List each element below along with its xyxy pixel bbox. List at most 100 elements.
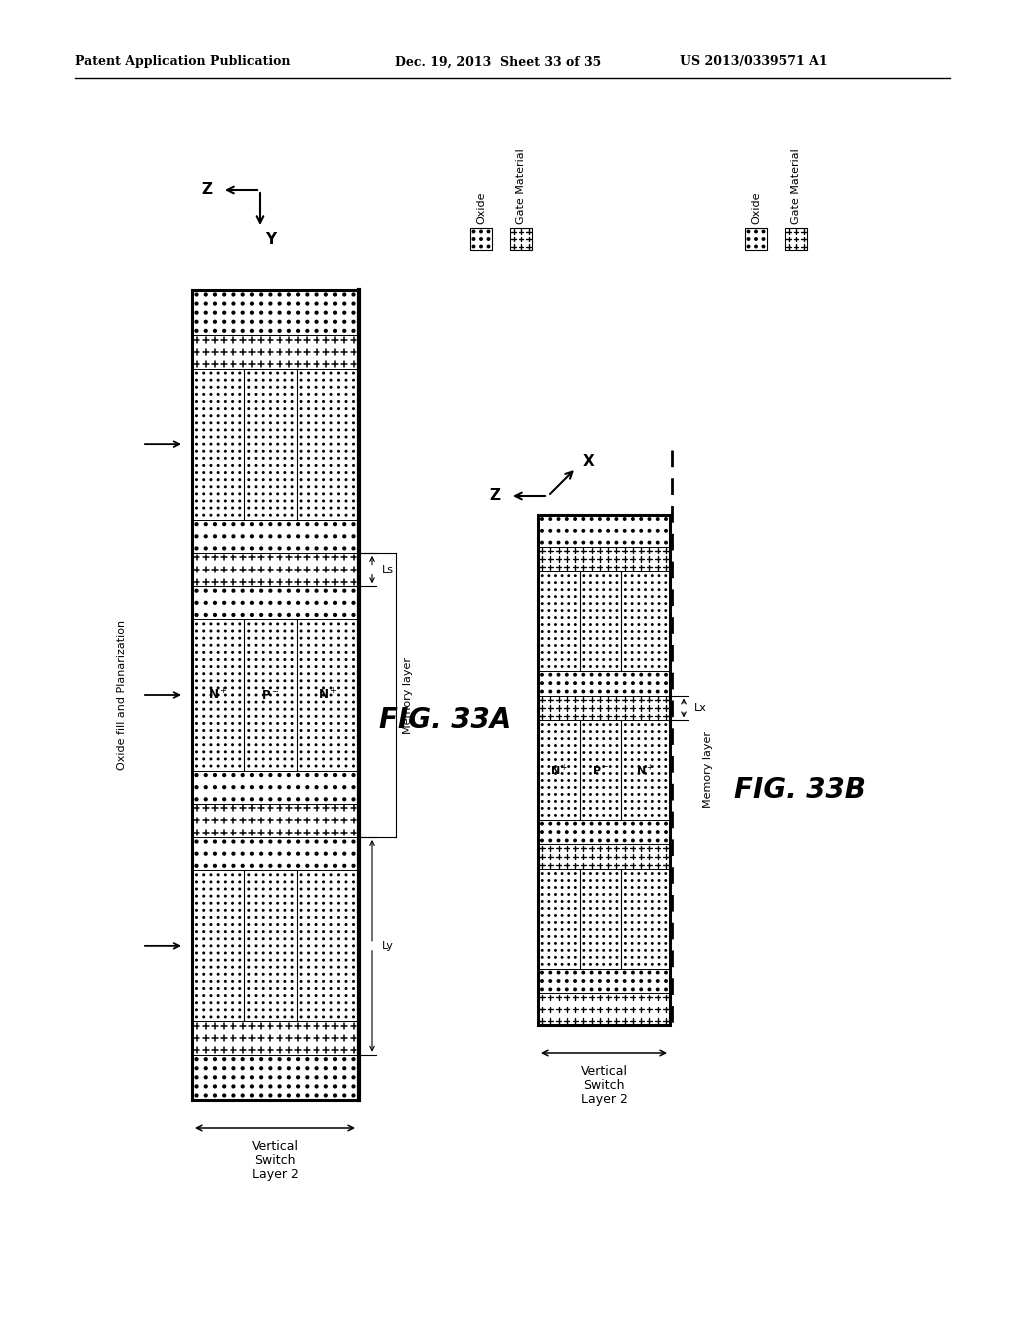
Circle shape [210, 500, 212, 502]
Circle shape [603, 723, 604, 726]
Circle shape [632, 787, 633, 788]
Circle shape [590, 665, 591, 667]
Circle shape [542, 921, 543, 923]
Circle shape [345, 987, 347, 989]
Circle shape [343, 840, 346, 843]
Circle shape [596, 787, 598, 788]
Circle shape [210, 730, 212, 731]
Circle shape [557, 690, 560, 693]
Circle shape [632, 830, 634, 833]
Circle shape [291, 393, 293, 395]
Circle shape [330, 730, 332, 731]
Circle shape [330, 630, 332, 632]
Circle shape [231, 701, 233, 704]
Circle shape [352, 414, 354, 417]
Circle shape [300, 1002, 302, 1003]
Circle shape [217, 882, 219, 883]
Circle shape [345, 665, 347, 668]
Circle shape [330, 638, 332, 639]
Circle shape [561, 808, 563, 809]
Circle shape [217, 379, 219, 381]
Circle shape [609, 759, 611, 760]
Circle shape [306, 1067, 308, 1069]
Circle shape [196, 916, 198, 919]
Circle shape [248, 401, 250, 403]
Circle shape [255, 744, 257, 746]
Circle shape [651, 936, 653, 937]
Circle shape [590, 808, 591, 809]
Circle shape [542, 772, 543, 775]
Circle shape [590, 616, 591, 618]
Circle shape [210, 673, 212, 675]
Circle shape [542, 631, 543, 632]
Circle shape [284, 945, 286, 946]
Circle shape [561, 744, 563, 746]
Circle shape [284, 1016, 286, 1018]
Circle shape [308, 939, 309, 940]
Circle shape [269, 865, 271, 867]
Circle shape [583, 808, 585, 809]
Circle shape [239, 644, 241, 645]
Circle shape [231, 422, 233, 424]
Circle shape [334, 797, 337, 801]
Circle shape [291, 630, 293, 632]
Circle shape [615, 690, 617, 693]
Bar [538, 671, 670, 696]
Circle shape [232, 523, 234, 525]
Circle shape [248, 709, 250, 710]
Circle shape [196, 494, 198, 495]
Circle shape [574, 659, 577, 660]
Circle shape [590, 595, 591, 598]
Circle shape [665, 576, 667, 577]
Circle shape [548, 576, 550, 577]
Circle shape [607, 830, 609, 833]
Circle shape [284, 638, 286, 639]
Circle shape [308, 507, 309, 510]
Circle shape [224, 973, 226, 975]
Circle shape [651, 808, 653, 809]
Circle shape [224, 372, 226, 374]
Circle shape [658, 576, 659, 577]
Circle shape [210, 1016, 212, 1018]
Circle shape [583, 589, 585, 590]
Circle shape [231, 673, 233, 675]
Circle shape [645, 603, 646, 605]
Circle shape [300, 916, 302, 919]
Circle shape [276, 744, 279, 746]
Circle shape [239, 973, 241, 975]
Circle shape [224, 494, 226, 495]
Circle shape [616, 766, 617, 767]
Circle shape [203, 730, 205, 731]
Text: Oxide fill and Planarization: Oxide fill and Planarization [117, 620, 127, 770]
Circle shape [291, 471, 293, 474]
Circle shape [284, 414, 286, 417]
Circle shape [330, 701, 332, 704]
Circle shape [616, 723, 617, 726]
Circle shape [255, 766, 257, 767]
Circle shape [300, 638, 302, 639]
Circle shape [262, 701, 264, 704]
Circle shape [315, 888, 316, 890]
Circle shape [231, 638, 233, 639]
Circle shape [609, 900, 611, 903]
Circle shape [291, 924, 293, 925]
Circle shape [609, 957, 611, 958]
Circle shape [561, 665, 563, 667]
Circle shape [555, 921, 556, 923]
Circle shape [583, 957, 585, 958]
Circle shape [574, 752, 577, 754]
Circle shape [665, 830, 668, 833]
Circle shape [315, 715, 316, 717]
Circle shape [561, 595, 563, 598]
Circle shape [338, 494, 339, 495]
Circle shape [231, 888, 233, 890]
Circle shape [352, 673, 354, 675]
Circle shape [665, 979, 668, 982]
Circle shape [315, 393, 316, 395]
Circle shape [609, 659, 611, 660]
Circle shape [574, 731, 577, 733]
Circle shape [279, 302, 281, 305]
Circle shape [632, 921, 633, 923]
Circle shape [609, 873, 611, 874]
Circle shape [217, 408, 219, 409]
